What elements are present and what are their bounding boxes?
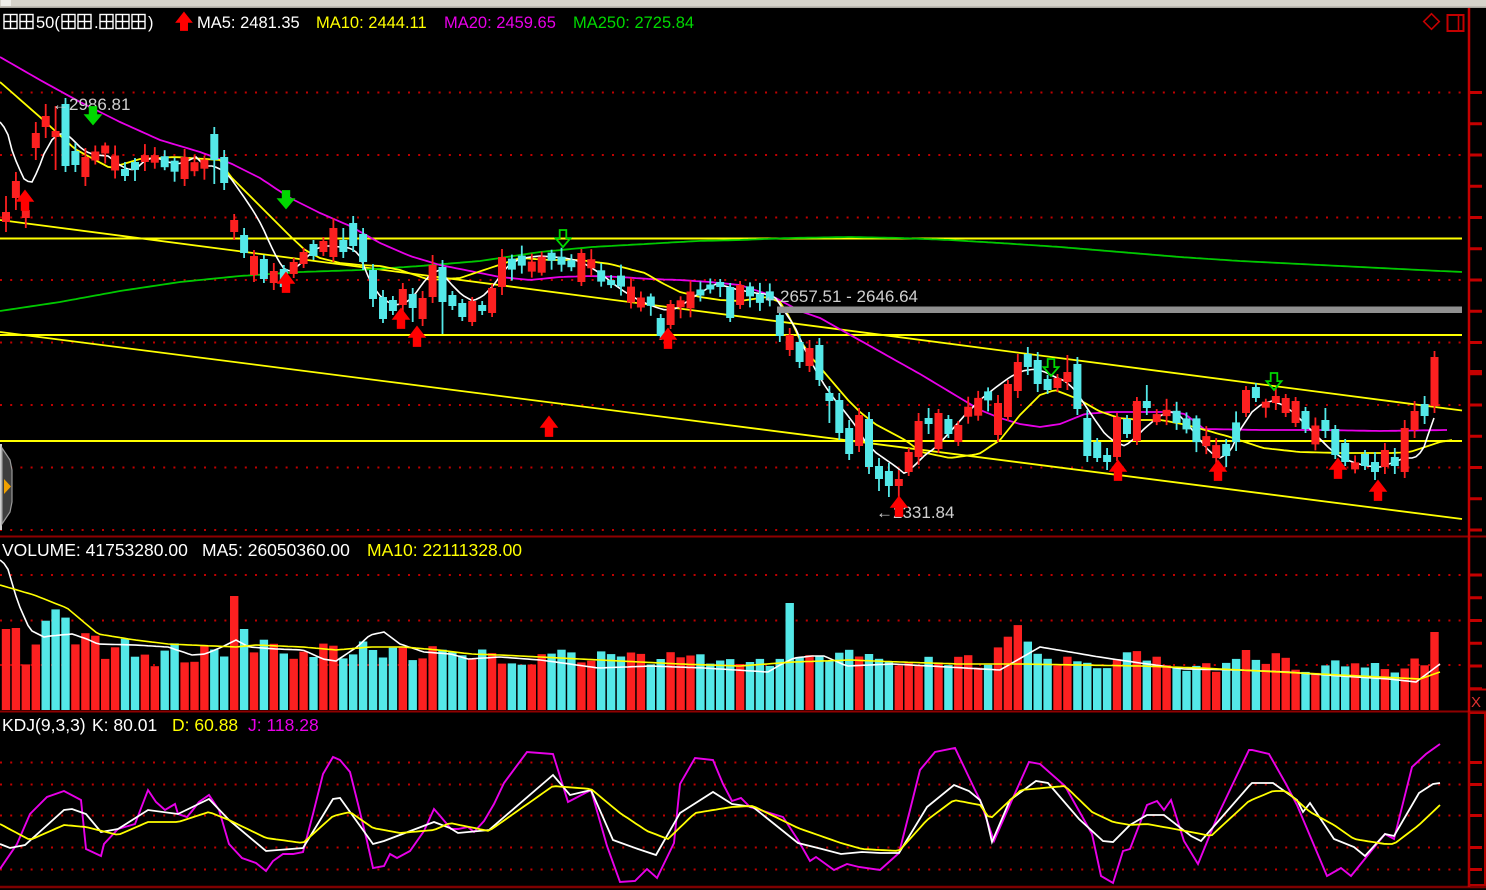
svg-text:MA20: 2459.65: MA20: 2459.65 bbox=[444, 14, 556, 32]
svg-text:50(: 50( bbox=[36, 14, 60, 32]
svg-text:←2986.81: ←2986.81 bbox=[52, 95, 130, 114]
svg-text:MA5: 26050360.00: MA5: 26050360.00 bbox=[202, 540, 350, 560]
svg-text:D: 60.88: D: 60.88 bbox=[172, 715, 238, 735]
svg-text:KDJ(9,3,3): KDJ(9,3,3) bbox=[2, 715, 86, 735]
svg-text:): ) bbox=[148, 14, 154, 32]
svg-text:MA10: 22111328.00: MA10: 22111328.00 bbox=[367, 540, 522, 560]
svg-text:VOLUME: 41753280.00: VOLUME: 41753280.00 bbox=[2, 540, 188, 560]
svg-text:X: X bbox=[1471, 694, 1481, 711]
svg-text:K: 80.01: K: 80.01 bbox=[92, 715, 157, 735]
svg-text:MA5: 2481.35: MA5: 2481.35 bbox=[197, 14, 300, 32]
svg-text:←2657.51 - 2646.64: ←2657.51 - 2646.64 bbox=[763, 287, 918, 306]
svg-text:J: 118.28: J: 118.28 bbox=[248, 715, 319, 735]
svg-text:MA10: 2444.11: MA10: 2444.11 bbox=[316, 14, 427, 32]
svg-text:←2331.84: ←2331.84 bbox=[876, 503, 954, 522]
svg-text:.: . bbox=[94, 14, 99, 32]
svg-text:MA250: 2725.84: MA250: 2725.84 bbox=[573, 14, 694, 32]
